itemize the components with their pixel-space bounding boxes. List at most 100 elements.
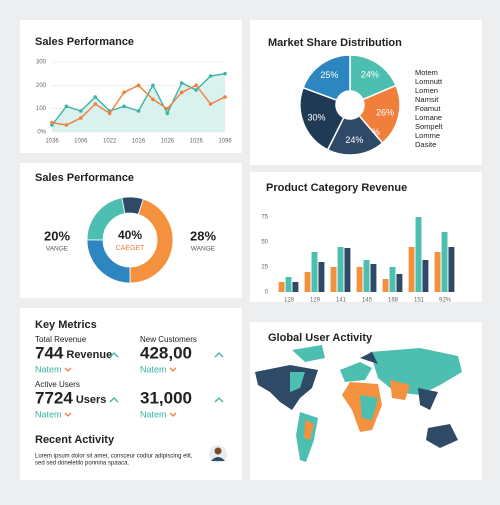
bar — [408, 247, 415, 292]
y-tick-label: 0 — [265, 290, 269, 296]
legend-entry: Lomane — [415, 113, 442, 122]
legend-entry: Lomme — [415, 131, 440, 140]
bar — [278, 282, 285, 292]
bar — [344, 248, 351, 292]
side-sub: WANGE — [191, 246, 216, 253]
x-tick-label: 129 — [310, 298, 321, 304]
x-tick-label: 92% — [439, 298, 452, 304]
bar — [304, 272, 311, 292]
y-tick-label: 25 — [261, 265, 268, 271]
trend-icon — [169, 367, 177, 372]
section-title: Key Metrics — [35, 319, 97, 331]
point — [208, 102, 213, 106]
world-map — [255, 345, 462, 462]
point — [136, 83, 141, 88]
trend-icon — [109, 352, 119, 358]
panel — [20, 308, 242, 480]
bar — [285, 277, 292, 292]
metric-value: 7724 — [35, 388, 73, 407]
point — [79, 109, 83, 113]
bar — [330, 267, 337, 292]
trend-icon — [64, 367, 72, 372]
trend-icon — [64, 412, 72, 417]
pie-slice — [299, 86, 345, 151]
bar — [292, 282, 299, 292]
legend-entry: Lomen — [415, 86, 438, 95]
center-label: 40% — [118, 228, 142, 242]
point — [151, 97, 155, 102]
point — [194, 88, 198, 92]
legend-entry: Dasite — [415, 140, 436, 149]
bar — [356, 267, 363, 292]
activity-text: Lorem ipsum dolor sit amet, consceur cod… — [35, 454, 193, 460]
point — [79, 116, 83, 120]
side-value: 20% — [44, 228, 70, 243]
point — [122, 104, 126, 109]
point — [136, 109, 141, 113]
x-tick-label: 141 — [336, 298, 347, 304]
legend-entry: Sompelt — [415, 122, 443, 131]
x-tick-label: 1022 — [103, 139, 117, 145]
metric-note: Natem — [35, 409, 62, 419]
x-tick-label: 1036 — [45, 139, 59, 145]
bar — [422, 260, 429, 292]
x-tick-label: 1026 — [161, 139, 175, 145]
slice-label: 30% — [308, 113, 326, 123]
point — [50, 120, 54, 125]
y-tick-label: 300 — [36, 60, 47, 66]
chart-title: Market Share Distribution — [268, 37, 402, 49]
section-title: Recent Activity — [35, 434, 115, 446]
bar — [434, 252, 441, 292]
bar — [382, 279, 389, 292]
metric-label: Active Users — [35, 380, 80, 389]
point — [93, 95, 98, 99]
x-tick-label: 1006 — [74, 139, 88, 145]
point — [223, 95, 227, 99]
metric-value: 428,00 — [140, 343, 192, 362]
slice-label: 26% — [376, 108, 394, 118]
chart-title: Sales Performance — [35, 172, 134, 184]
point — [165, 111, 170, 116]
point — [179, 90, 184, 95]
point — [165, 106, 170, 111]
slice-label: 25% — [320, 70, 338, 80]
metric-value: 744 — [35, 343, 64, 362]
x-tick-label: 168 — [388, 298, 399, 304]
x-tick-label: 1096 — [218, 139, 232, 145]
legend-entry: Foamut — [415, 104, 441, 113]
trend-icon — [214, 397, 224, 403]
x-tick-label: 151 — [414, 298, 425, 304]
bar — [318, 262, 325, 292]
trend-icon — [214, 352, 224, 358]
section-title: Global User Activity — [268, 332, 373, 344]
point — [93, 102, 98, 106]
bar — [389, 267, 396, 292]
trend-icon — [109, 397, 119, 403]
bar — [396, 274, 403, 292]
y-tick-label: 200 — [36, 83, 47, 89]
metric-label: Total Revenue — [35, 335, 87, 344]
center-sub: CAEGET — [116, 245, 146, 252]
y-tick-label: 0% — [37, 130, 46, 136]
y-tick-label: 100 — [36, 106, 47, 112]
bar — [337, 247, 344, 292]
metric-note: Natem — [140, 364, 167, 374]
y-tick-label: 50 — [261, 240, 268, 246]
slice-label: 24% — [345, 135, 363, 145]
chart-title: Product Category Revenue — [266, 182, 407, 194]
slice-label: 24% — [361, 69, 379, 79]
point — [223, 71, 227, 76]
area — [52, 73, 225, 132]
y-tick-label: 75 — [261, 215, 268, 221]
point — [64, 123, 69, 127]
legend-entry: Lomnutt — [415, 77, 443, 86]
side-sub: VANGE — [46, 246, 69, 253]
x-tick-label: 145 — [362, 298, 373, 304]
metric-label: New Customers — [140, 335, 197, 344]
pie-slice — [302, 54, 351, 102]
donut-slice — [129, 198, 174, 284]
bar — [370, 264, 377, 292]
bar — [441, 232, 448, 292]
donut-slice — [86, 239, 131, 284]
